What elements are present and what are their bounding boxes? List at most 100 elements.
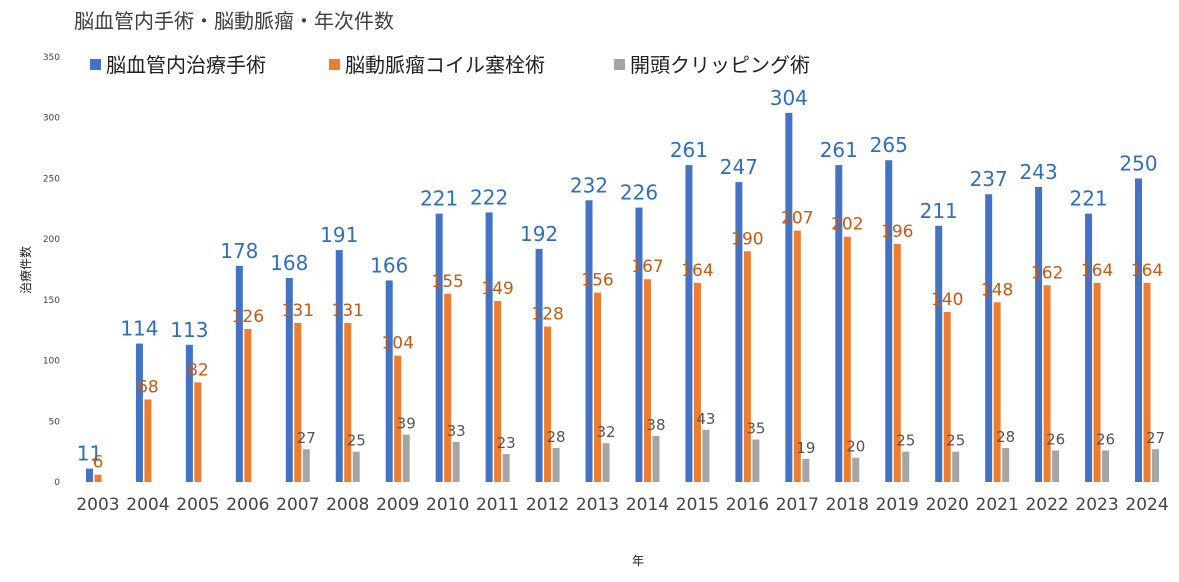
y-tick-label: 100 — [43, 357, 60, 367]
data-label-series-0: 232 — [570, 173, 608, 197]
data-label-series-1: 148 — [981, 280, 1013, 300]
bar-series-2 — [902, 451, 910, 482]
bar-series-1 — [294, 322, 302, 482]
legend-swatch-2 — [614, 59, 625, 70]
data-label-series-2: 25 — [347, 432, 366, 450]
data-label-series-0: 226 — [620, 181, 658, 205]
data-label-series-0: 221 — [1069, 187, 1107, 211]
data-label-series-2: 32 — [596, 423, 615, 441]
legend: 脳血管内治療手術 脳動脈瘤コイル塞栓術 開頭クリッピング術 — [90, 53, 810, 77]
x-tick-label: 2019 — [876, 495, 919, 515]
bar-series-2 — [552, 448, 560, 482]
bar-series-0 — [985, 194, 993, 482]
data-label-series-0: 168 — [270, 251, 308, 275]
x-tick-label: 2009 — [376, 495, 419, 515]
data-label-series-0: 211 — [920, 199, 958, 223]
data-label-series-2: 39 — [397, 415, 416, 433]
y-axis-ticks: 0 50 100 150 200 250 300 350 — [43, 53, 60, 488]
bar-series-0 — [685, 165, 693, 483]
bar-series-2 — [1052, 450, 1060, 482]
bar-series-2 — [502, 454, 510, 482]
bar-series-1 — [1143, 282, 1151, 482]
data-label-series-1: 190 — [731, 229, 763, 249]
bar-series-2 — [1152, 449, 1160, 482]
data-label-series-2: 43 — [696, 410, 715, 428]
x-tick-label: 2016 — [726, 495, 769, 515]
bar-series-0 — [85, 468, 93, 482]
bar-series-2 — [452, 441, 460, 482]
bar-series-0 — [235, 265, 243, 482]
data-label-series-1: 196 — [881, 222, 913, 242]
x-tick-label: 2011 — [476, 495, 519, 515]
data-label-series-2: 27 — [297, 429, 316, 447]
data-label-series-1: 155 — [431, 272, 463, 292]
legend-label-0: 脳血管内治療手術 — [106, 53, 266, 77]
bar-series-0 — [735, 182, 743, 483]
x-tick-label: 2007 — [276, 495, 319, 515]
data-label-series-2: 28 — [996, 428, 1015, 446]
data-label-series-1: 164 — [681, 261, 713, 281]
data-label-series-1: 6 — [93, 453, 104, 473]
data-label-series-1: 68 — [137, 377, 159, 397]
legend-label-2: 開頭クリッピング術 — [630, 53, 810, 77]
bar-series-1 — [544, 326, 552, 482]
bar-series-0 — [385, 280, 393, 482]
data-label-series-0: 261 — [670, 138, 708, 162]
x-tick-label: 2014 — [626, 495, 669, 515]
bar-series-1 — [194, 382, 202, 482]
y-tick-label: 0 — [54, 478, 60, 488]
y-tick-label: 350 — [43, 53, 60, 63]
bar-series-0 — [335, 250, 343, 482]
bar-series-2 — [402, 434, 410, 482]
data-label-series-2: 19 — [796, 439, 815, 457]
x-tick-label: 2017 — [776, 495, 819, 515]
data-label-series-2: 23 — [497, 434, 516, 452]
data-label-series-2: 27 — [1146, 429, 1165, 447]
bar-series-0 — [135, 343, 143, 482]
data-label-series-0: 247 — [720, 155, 758, 179]
data-labels: 11 114 113 178 168 191 166 221 222 192 232 226 261 24… — [77, 86, 1165, 473]
bar-series-0 — [585, 200, 593, 483]
data-label-series-0: 192 — [520, 222, 558, 246]
data-label-series-2: 33 — [447, 422, 466, 440]
bar-series-2 — [302, 449, 310, 482]
bar-series-2 — [702, 429, 710, 482]
bar-series-2 — [1102, 450, 1110, 482]
data-label-series-0: 11 — [77, 442, 102, 466]
data-label-series-2: 20 — [846, 438, 865, 456]
x-tick-label: 2020 — [926, 495, 969, 515]
bar-series-2 — [852, 457, 860, 482]
y-axis-label: 治療件数 — [18, 246, 33, 294]
data-label-series-2: 25 — [896, 432, 915, 450]
data-label-series-0: 114 — [120, 317, 158, 341]
bar-series-0 — [785, 112, 793, 482]
bar-series-0 — [485, 212, 493, 482]
bar-series-0 — [435, 213, 443, 482]
data-label-series-0: 191 — [320, 223, 358, 247]
bar-series-0 — [1035, 186, 1043, 482]
data-label-series-0: 178 — [220, 239, 258, 263]
data-label-series-2: 35 — [746, 420, 765, 438]
data-label-series-2: 26 — [1046, 430, 1065, 448]
data-label-series-1: 104 — [381, 334, 413, 354]
data-label-series-2: 28 — [547, 428, 566, 446]
bar-series-1 — [494, 301, 502, 482]
bar-series-1 — [244, 329, 252, 482]
bar-series-1 — [594, 292, 602, 482]
bar-series-0 — [1085, 213, 1093, 482]
bar-series-2 — [802, 458, 810, 482]
y-tick-label: 300 — [43, 114, 60, 124]
bars — [85, 112, 1160, 483]
y-tick-label: 250 — [43, 174, 60, 184]
data-label-series-0: 237 — [970, 167, 1008, 191]
legend-swatch-0 — [90, 59, 101, 70]
bar-series-1 — [743, 251, 751, 482]
data-label-series-1: 164 — [1131, 261, 1163, 281]
x-tick-label: 2018 — [826, 495, 869, 515]
data-label-series-2: 25 — [946, 432, 965, 450]
data-label-series-1: 202 — [831, 215, 863, 235]
x-tick-label: 2012 — [526, 495, 569, 515]
bar-series-1 — [893, 244, 901, 482]
bar-series-0 — [285, 278, 293, 482]
bar-series-0 — [835, 165, 843, 483]
